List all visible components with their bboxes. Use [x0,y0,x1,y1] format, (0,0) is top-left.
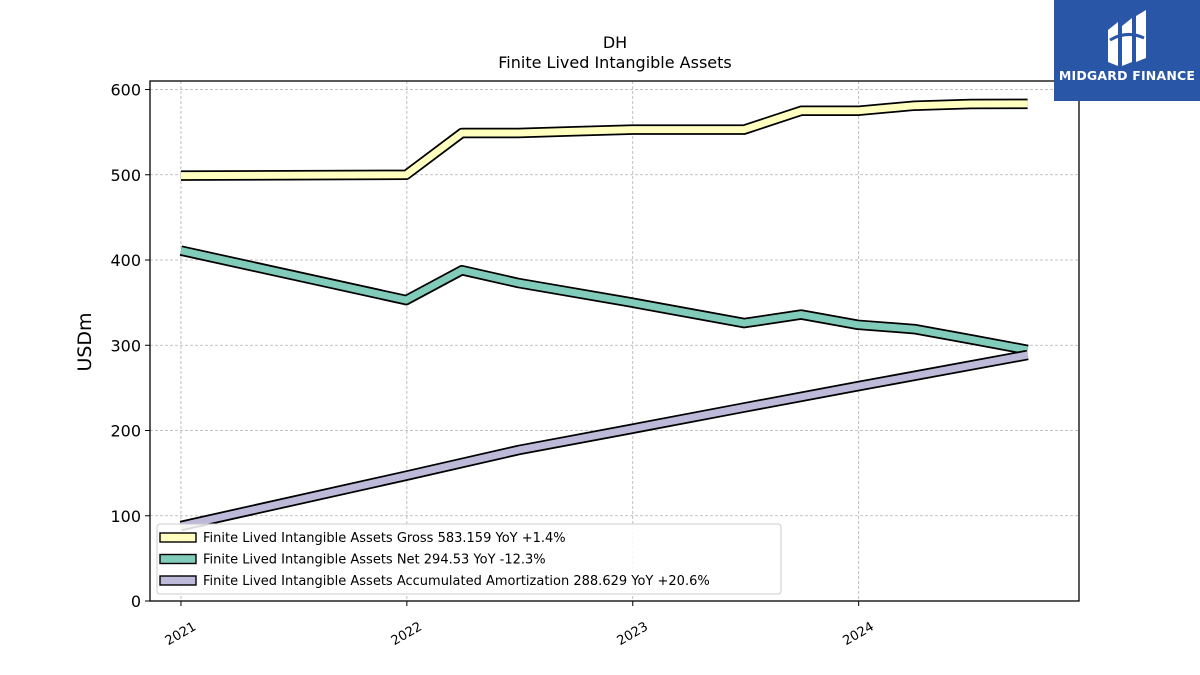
x-tick-label: 2023 [615,619,651,649]
series-line-2 [179,245,1029,356]
legend-swatch [159,532,197,543]
logo-text: MIDGARD FINANCE [1058,68,1196,83]
series-fill [180,100,1028,180]
legend-box [156,523,782,595]
y-tick-label: 200 [110,422,141,441]
x-tick-label: 2024 [841,619,877,649]
logo-mark-icon [1108,10,1146,66]
y-axis-label: USDm [74,312,96,371]
legend: Finite Lived Intangible Assets Gross 583… [156,523,782,595]
y-tick-label: 600 [110,81,141,100]
chart-subtitle: Finite Lived Intangible Assets [498,53,731,72]
legend-label: Finite Lived Intangible Assets Gross 583… [203,531,566,546]
y-tick-label: 400 [110,251,141,270]
y-tick-label: 100 [110,507,141,526]
x-tick-label: 2022 [389,619,425,649]
gridlines [150,81,1079,602]
y-axis-ticks: 0 100 200 300 400 500 600 [110,81,150,611]
series-line-1 [180,98,1028,181]
series-outline [180,98,1028,181]
legend-label: Finite Lived Intangible Assets Net 294.5… [203,553,546,568]
series-fill [180,247,1029,354]
legend-swatch [159,575,197,586]
y-tick-label: 300 [110,336,141,355]
series-layer [179,98,1029,532]
x-tick-label: 2021 [163,619,199,649]
series-line-3 [179,349,1029,532]
legend-swatch [159,553,197,565]
plot-frame [149,80,1080,602]
chart-title: DH [603,33,627,52]
legend-label: Finite Lived Intangible Assets Accumulat… [203,574,710,589]
company-logo: MIDGARD FINANCE [1054,0,1200,101]
y-tick-label: 500 [110,166,141,185]
y-tick-label: 0 [131,592,141,611]
series-fill [180,351,1029,530]
x-axis-ticks: 2021 2022 2023 2024 [163,601,877,649]
